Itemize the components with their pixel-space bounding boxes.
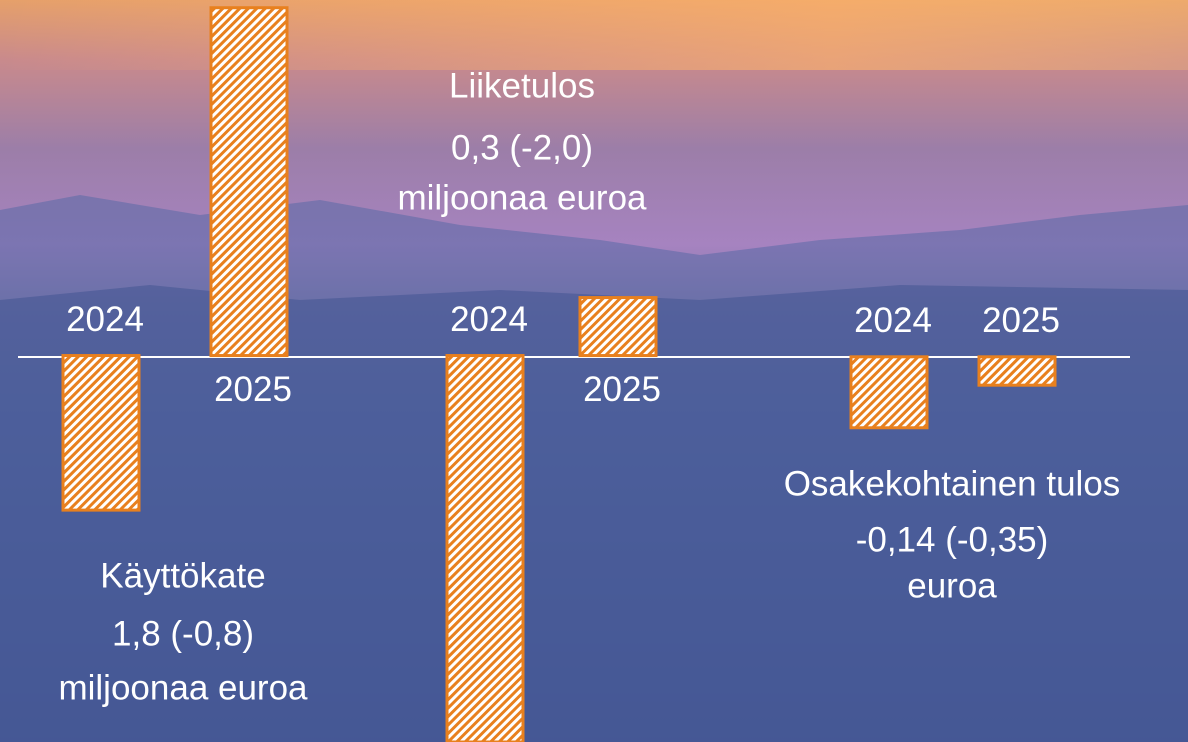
chart-title: Liiketulos [449,66,595,105]
chart-title: 0,3 (-2,0) [451,128,593,167]
chart-title: Osakekohtainen tulos [784,464,1121,503]
chart-title: miljoonaa euroa [397,178,647,217]
chart-title: 1,8 (-0,8) [112,614,254,653]
category-label: 2025 [214,370,292,409]
chart-title: euroa [907,566,997,605]
chart-title: miljoonaa euroa [58,668,308,707]
bar [977,355,1057,387]
bar [849,355,929,430]
bar [61,354,141,512]
bar [209,6,289,358]
category-label: 2025 [982,301,1060,340]
category-label: 2024 [66,300,144,339]
category-label: 2025 [583,370,661,409]
category-label: 2024 [450,300,528,339]
bar [578,296,658,358]
chart-title: Käyttökate [100,556,265,595]
category-label: 2024 [854,301,932,340]
sunset-glow [0,0,1188,70]
bar [445,354,525,742]
chart-title: -0,14 (-0,35) [856,520,1049,559]
